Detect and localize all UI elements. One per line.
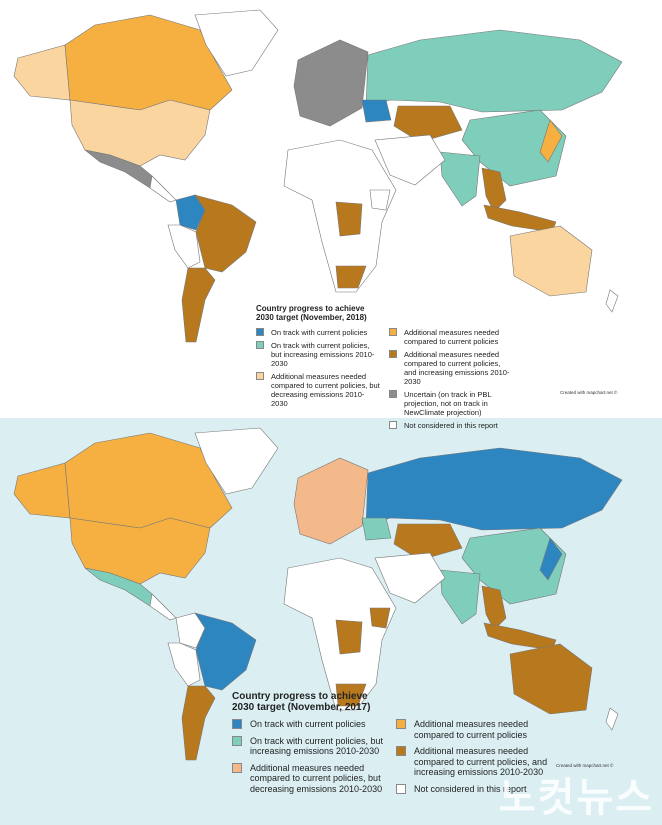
legend-label: Additional measures needed compared to c… — [414, 719, 529, 740]
legend-item: Additional measures needed compared to c… — [256, 372, 381, 408]
legend-title: Country progress to achieve 2030 target … — [232, 691, 371, 713]
legend-swatch — [389, 350, 397, 358]
legend-column: Additional measures needed compared to c… — [389, 328, 514, 430]
legend-item: Additional measures needed compared to c… — [232, 762, 384, 795]
legend-item: On track with current policies, but incr… — [256, 341, 381, 368]
legend-label: On track with current policies, but incr… — [250, 735, 384, 757]
legend-swatch — [256, 341, 264, 349]
legend-item: On track with current policies — [256, 328, 381, 337]
legend-swatch — [396, 746, 406, 756]
legend-swatch — [396, 783, 406, 794]
legend-column: On track with current policies On track w… — [232, 719, 384, 794]
legend-label: Additional measures needed compared to c… — [271, 372, 380, 408]
legend-swatch — [256, 372, 264, 380]
legend-label: Additional measures needed compared to c… — [414, 746, 548, 777]
legend-item: Uncertain (on track in PBL projection, n… — [389, 390, 514, 417]
legend-label: On track with current policies — [250, 719, 366, 729]
legend-swatch — [256, 328, 264, 336]
legend: Country progress to achieve 2030 target … — [256, 304, 522, 430]
credit: Created with mapchart.net © — [560, 390, 618, 395]
legend-label: Additional measures needed compared to c… — [250, 762, 383, 794]
legend-label: Additional measures needed compared to c… — [404, 328, 500, 346]
legend-swatch — [232, 762, 242, 773]
legend-column: Additional measures needed compared to c… — [396, 719, 548, 794]
legend-title: Country progress to achieve 2030 target … — [256, 304, 367, 322]
legend-item: On track with current policies — [232, 719, 384, 730]
legend-item: On track with current policies, but incr… — [232, 735, 384, 757]
legend-swatch — [232, 719, 242, 729]
legend-label: Additional measures needed compared to c… — [404, 350, 510, 386]
legend-column: On track with current policies On track w… — [256, 328, 381, 430]
legend-item: Additional measures needed compared to c… — [389, 350, 514, 386]
legend-swatch — [232, 735, 242, 746]
legend-label: Not considered in this report — [404, 421, 498, 430]
legend-item: Additional measures needed compared to c… — [396, 746, 548, 778]
credit: Created with mapchart.net © — [556, 763, 614, 768]
watermark: 노컷뉴스 — [498, 776, 654, 820]
legend-item: Not considered in this report — [396, 783, 548, 795]
legend-swatch — [389, 390, 397, 398]
legend-swatch — [389, 421, 397, 429]
legend-item: Additional measures needed compared to c… — [396, 719, 548, 740]
legend-label: On track with current policies, but incr… — [271, 341, 375, 368]
legend-item: Not considered in this report — [389, 421, 514, 430]
legend-swatch — [396, 719, 406, 729]
legend-label: On track with current policies — [271, 328, 368, 337]
legend-label: Not considered in this report — [414, 783, 527, 794]
legend-swatch — [389, 328, 397, 336]
legend-label: Uncertain (on track in PBL projection, n… — [404, 390, 492, 417]
legend-item: Additional measures needed compared to c… — [389, 328, 514, 346]
legend: Country progress to achieve 2030 target … — [232, 691, 560, 794]
